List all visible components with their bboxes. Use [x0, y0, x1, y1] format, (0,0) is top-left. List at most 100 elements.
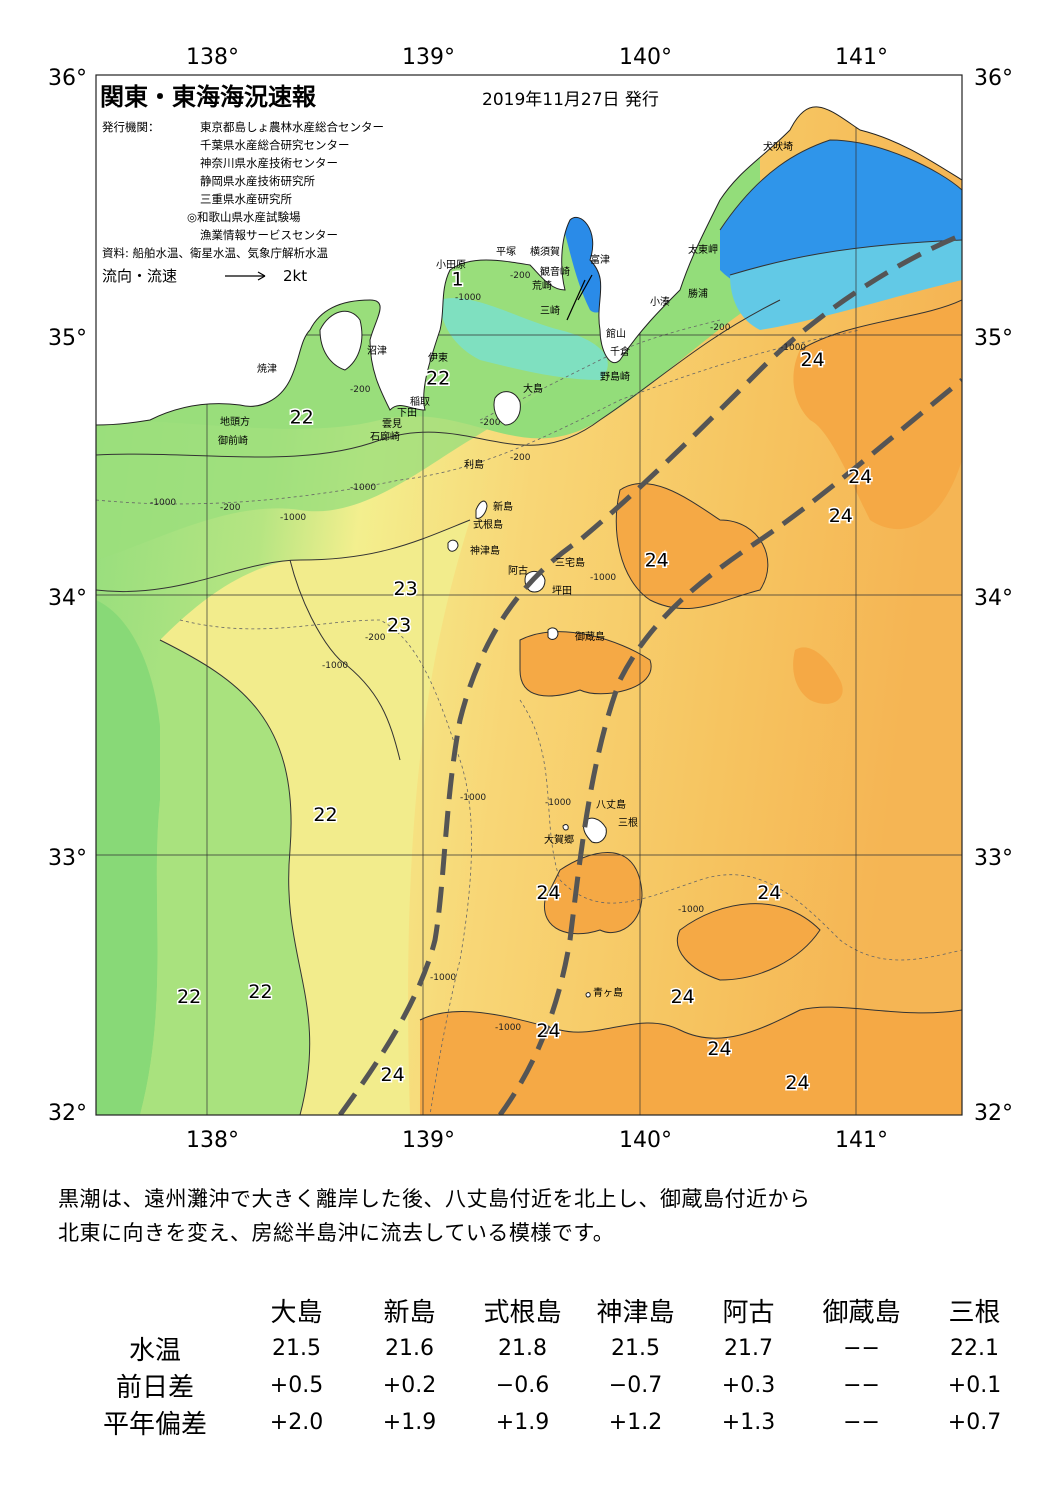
depth-label: -1000 [322, 661, 348, 671]
place-name: 大賀郷 [544, 833, 574, 846]
depth-label: -1000 [150, 498, 176, 508]
sagami-cool-water [440, 297, 608, 380]
temperature-label: 24 [381, 1064, 405, 1086]
aogashima-island [585, 992, 591, 998]
lon-label-top: 139° [402, 45, 455, 70]
publisher-name: 千葉県水産総合研究センター [200, 138, 350, 152]
table-cell: +0.3 [721, 1373, 776, 1398]
lon-label-bottom: 139° [402, 1128, 455, 1153]
hachijo-kojima-island [562, 824, 569, 831]
flow-scale: 2kt [283, 267, 307, 285]
kuroshio-inner-axis [337, 232, 962, 1115]
place-names: 犬吠埼 太東岬 勝浦 小湊 館山 千倉 野島崎 富津 観音崎 横須賀 荒崎 三崎… [218, 140, 793, 999]
place-name: 野島崎 [600, 370, 630, 383]
lat-label-right: 36° [974, 66, 1013, 91]
table-cell: 21.5 [272, 1336, 321, 1361]
temperature-label: 22 [177, 986, 201, 1008]
place-name: 荒崎 [532, 279, 552, 292]
table-cell: −0.7 [608, 1373, 663, 1398]
lon-label-bottom: 141° [835, 1128, 888, 1153]
place-name: 平塚 [496, 246, 516, 258]
temperature-label: 24 [645, 549, 669, 571]
table-cell: 21.8 [498, 1336, 547, 1361]
place-name: 石廊崎 [370, 430, 400, 443]
depth-label: -1000 [350, 483, 376, 493]
table-cell: 21.7 [724, 1336, 773, 1361]
issue-date: 2019年11月27日 発行 [482, 90, 659, 110]
kuroshio-outer-axis [497, 378, 962, 1115]
depth-label: -1000 [780, 343, 806, 353]
publisher-name: 漁業情報サービスセンター [200, 228, 338, 242]
depth-label: -200 [350, 385, 371, 395]
station-header: 御蔵島 [822, 1297, 901, 1328]
temperature-label: 24 [785, 1072, 809, 1094]
place-name: 太東岬 [688, 243, 718, 256]
oshima-island [493, 391, 521, 426]
row-label: 平年偏差 [102, 1410, 207, 1440]
description-line: 北東に向きを変え、房総半島沖に流去している模様です。 [58, 1221, 615, 1245]
description-line: 黒潮は、遠州灘沖で大きく離岸した後、八丈島付近を北上し、御蔵島付近から [58, 1187, 811, 1211]
table-cell: −− [843, 1373, 880, 1398]
publisher-name: ◎和歌山県水産試験場 [187, 210, 301, 224]
place-name: 犬吠埼 [763, 140, 793, 153]
temperature-label: 23 [394, 578, 418, 600]
temperature-label: 24 [829, 505, 853, 527]
row-label: 前日差 [115, 1373, 194, 1403]
kozushima-island [447, 539, 459, 552]
table-cell: +0.7 [947, 1410, 1002, 1435]
table-row: 水温 21.5 21.6 21.8 21.5 21.7 −− 22.1 [70, 1330, 1031, 1367]
publisher-name: 静岡県水産技術研究所 [200, 174, 315, 188]
temperature-label: 24 [536, 1020, 560, 1042]
table-cell: −− [843, 1336, 880, 1361]
place-name: 地頭方 [220, 415, 250, 428]
table-cell: +1.9 [382, 1410, 437, 1435]
temperature-label: 22 [248, 981, 272, 1003]
table-cell: +1.2 [608, 1410, 663, 1435]
table-cell: −− [843, 1410, 880, 1435]
temperature-label: 24 [707, 1038, 731, 1060]
depth-label: -1000 [430, 973, 456, 983]
lat-label-left: 35° [48, 326, 87, 351]
place-name: 横須賀 [530, 245, 560, 258]
place-name: 勝浦 [688, 287, 708, 300]
map-frame [95, 74, 963, 1116]
depth-labels: -200 -200 -200 -200 -200 -200 -1000 -100… [150, 271, 806, 1033]
temperature-labels: 1 22 22 23 23 22 22 22 24 24 24 24 24 24 24 24 24 24 24 [176, 267, 874, 1095]
lat-label-right: 35° [974, 326, 1013, 351]
table-header-row: 大島 新島 式根島 神津島 阿古 御蔵島 三根 [70, 1290, 1031, 1330]
warm-eddy-2 [793, 300, 962, 530]
depth-label: -1000 [678, 905, 704, 915]
data-source: 資料: 船舶水温、衛星水温、気象庁解析水温 [102, 246, 329, 260]
place-name: 青ヶ島 [593, 986, 623, 999]
warm-eddy-4 [793, 647, 843, 704]
temperature-contours [96, 139, 962, 1115]
place-name: 阿古 [508, 564, 528, 577]
place-name: 焼津 [257, 363, 277, 375]
hachijojima-island [583, 817, 607, 844]
table-cell: 22.1 [950, 1336, 999, 1361]
publisher-name: 東京都島しょ農林水産総合センター [200, 120, 384, 134]
place-name: 千倉 [610, 345, 630, 358]
temperature-label: 24 [848, 466, 872, 488]
temperature-label: 1 [452, 269, 464, 291]
lon-label-bottom: 138° [186, 1128, 239, 1153]
lon-label-bottom: 140° [619, 1128, 672, 1153]
table-cell: +0.5 [269, 1373, 324, 1398]
place-name: 観音崎 [540, 265, 570, 278]
place-name: 八丈島 [596, 798, 626, 811]
warm-eddy-3 [520, 631, 652, 696]
station-header: 阿古 [722, 1297, 775, 1328]
place-name: 小田原 [436, 259, 466, 271]
kuroshio-axes [337, 232, 962, 1115]
temperature-label: 24 [801, 349, 825, 371]
transition-zone [160, 520, 470, 1115]
station-header: 神津島 [596, 1297, 675, 1328]
row-label: 水温 [128, 1336, 181, 1366]
place-name: 伊東 [428, 351, 448, 364]
temperature-label: 22 [290, 406, 314, 428]
temperature-label: 24 [536, 882, 560, 904]
map-area: 1 22 22 23 23 22 22 22 24 24 24 24 24 24 24 24 24 24 24 -2… [96, 75, 962, 1115]
table-cell: +0.2 [382, 1373, 437, 1398]
lon-label-top: 138° [186, 45, 239, 70]
place-name: 神津島 [470, 544, 500, 557]
